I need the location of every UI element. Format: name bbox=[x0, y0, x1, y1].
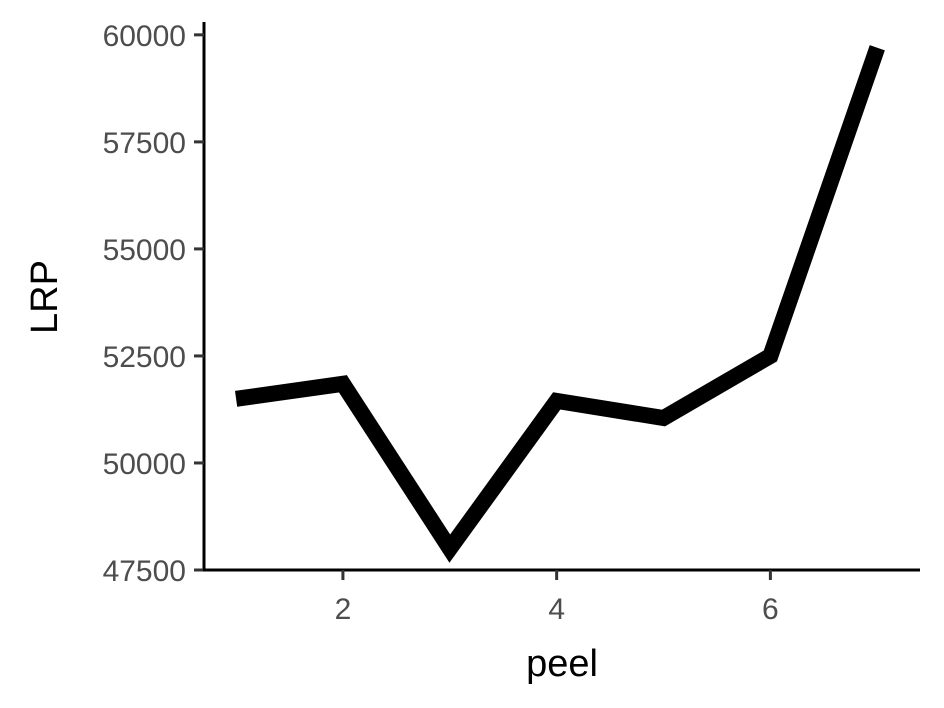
x-axis-title: peel bbox=[526, 643, 598, 685]
y-axis: 47500 50000 52500 55000 57500 60000 bbox=[103, 20, 206, 588]
y-tick-label: 55000 bbox=[103, 234, 186, 267]
y-axis-title: LRP bbox=[24, 260, 66, 334]
y-tick-label: 57500 bbox=[103, 127, 186, 160]
series-line-0 bbox=[234, 45, 885, 563]
y-tick-label: 60000 bbox=[103, 20, 186, 53]
x-tick-label: 4 bbox=[548, 593, 565, 626]
y-tick-label: 47500 bbox=[103, 555, 186, 588]
plot-area bbox=[234, 45, 885, 563]
x-tick-label: 2 bbox=[335, 593, 352, 626]
x-tick-label: 6 bbox=[762, 593, 779, 626]
y-tick-label: 52500 bbox=[103, 341, 186, 374]
x-axis: 2 4 6 bbox=[203, 568, 920, 626]
y-tick-label: 50000 bbox=[103, 448, 186, 481]
